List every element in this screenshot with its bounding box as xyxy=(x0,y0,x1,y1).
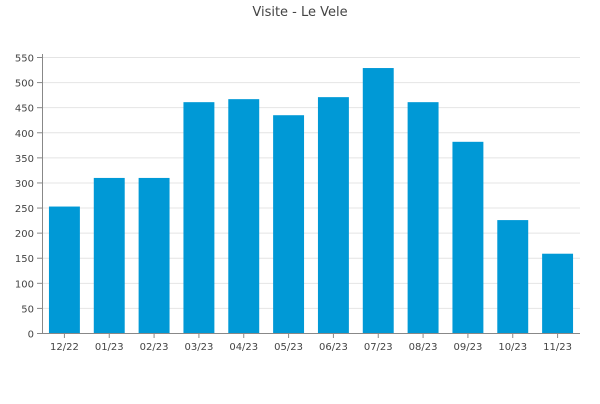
bar-11-23 xyxy=(542,253,574,333)
y-tick-label: 350 xyxy=(15,154,34,165)
x-tick-label: 08/23 xyxy=(409,342,438,353)
bar-09-23 xyxy=(452,141,484,333)
x-tick-label: 05/23 xyxy=(274,342,303,353)
x-tick-label: 12/22 xyxy=(50,342,79,353)
x-tick-label: 11/23 xyxy=(543,342,572,353)
y-tick-label: 250 xyxy=(15,204,34,215)
bar-07-23 xyxy=(362,68,394,333)
bar-04-23 xyxy=(228,99,260,333)
y-tick-label: 100 xyxy=(15,279,34,290)
y-tick-label: 200 xyxy=(15,229,34,240)
bar-12-22 xyxy=(48,206,80,333)
axes xyxy=(37,54,580,338)
bar-01-23 xyxy=(93,177,125,333)
y-tick-labels: 0 50 100 150 200 250 300 350 400 450 500 550 xyxy=(15,54,34,341)
y-tick-label: 50 xyxy=(21,304,34,315)
x-tick-label: 03/23 xyxy=(185,342,214,353)
y-tick-label: 150 xyxy=(15,254,34,265)
y-tick-label: 400 xyxy=(15,129,34,140)
y-tick-label: 500 xyxy=(15,79,34,90)
x-tick-labels: 12/22 01/23 02/23 03/23 04/23 05/23 06/23 07/23… xyxy=(50,342,572,353)
bar-10-23 xyxy=(497,220,529,333)
x-tick-label: 01/23 xyxy=(95,342,124,353)
bar-03-23 xyxy=(183,102,215,333)
chart-title: Visite - Le Vele xyxy=(252,5,347,20)
x-tick-label: 06/23 xyxy=(319,342,348,353)
y-tick-label: 450 xyxy=(15,104,34,115)
x-tick-label: 10/23 xyxy=(498,342,527,353)
x-tick-label: 02/23 xyxy=(140,342,169,353)
x-tick-label: 09/23 xyxy=(454,342,483,353)
x-tick-label: 04/23 xyxy=(229,342,258,353)
bar-05-23 xyxy=(273,115,305,333)
gridlines xyxy=(42,57,580,309)
bar-06-23 xyxy=(317,97,349,334)
y-tick-label: 300 xyxy=(15,179,34,190)
x-tick-label: 07/23 xyxy=(364,342,393,353)
bars xyxy=(48,68,574,334)
y-tick-label: 550 xyxy=(15,54,34,65)
bar-02-23 xyxy=(138,177,170,333)
bar-08-23 xyxy=(407,102,439,333)
y-tick-label: 0 xyxy=(28,330,34,341)
